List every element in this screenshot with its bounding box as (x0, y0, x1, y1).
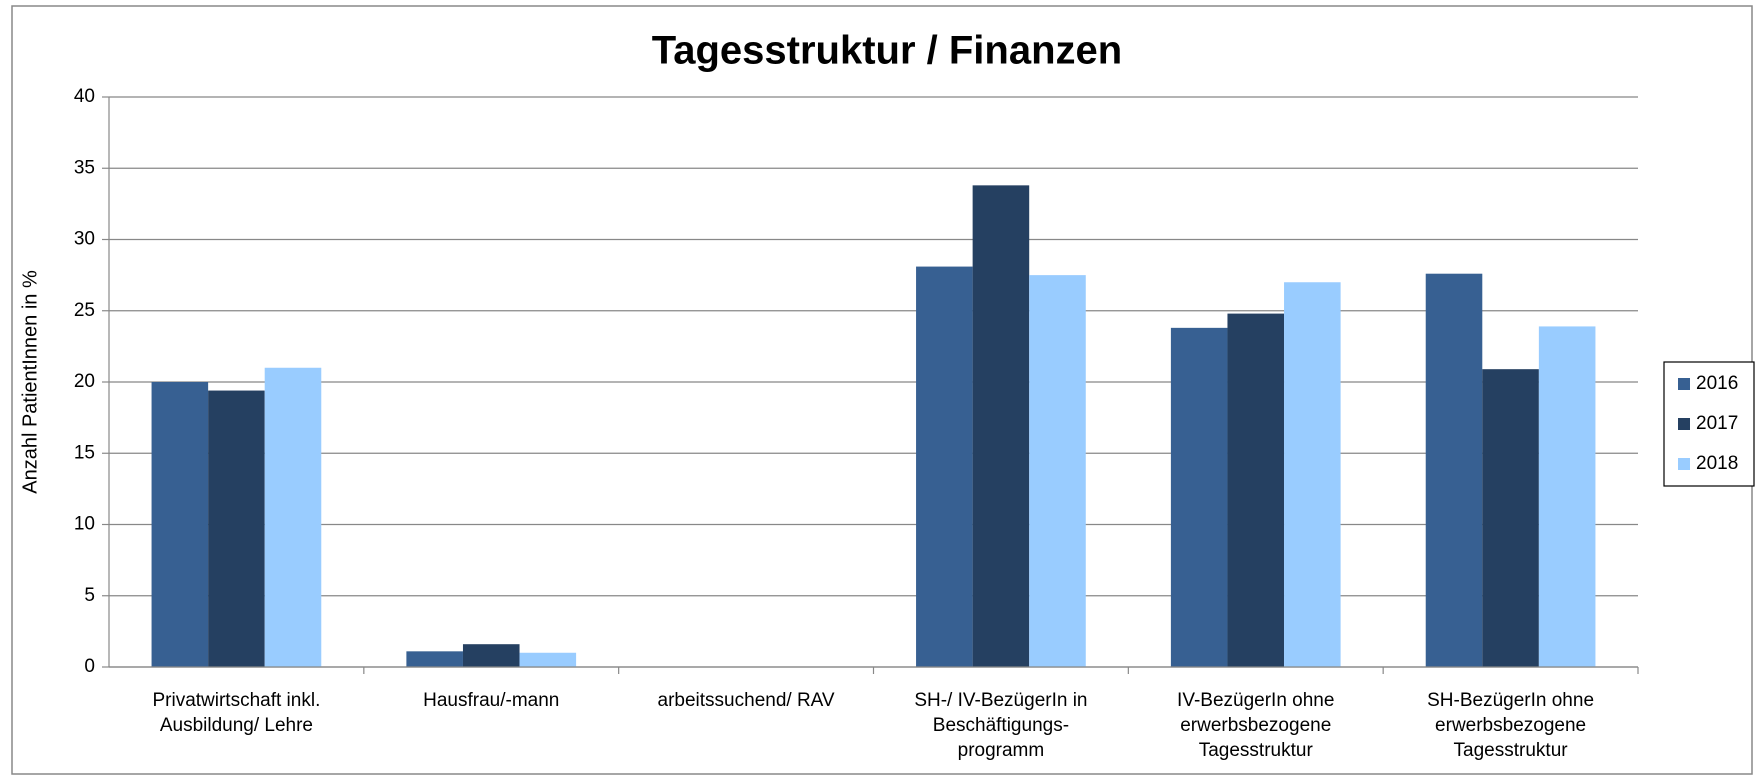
bar (208, 390, 265, 667)
bar (519, 652, 577, 667)
x-tick-label: SH-/ IV-BezügerIn in Beschäftigungs- pro… (914, 690, 1088, 761)
x-tick-label: IV-BezügerIn ohne erwerbsbezogene Tagess… (1177, 690, 1335, 761)
bar (1227, 313, 1285, 667)
chart-title: Tagesstruktur / Finanzen (652, 29, 1122, 73)
y-tick-label: 25 (74, 300, 95, 321)
x-tick-label: Privatwirtschaft inkl. Ausbildung/ Lehre (152, 690, 321, 736)
x-tick-label: arbeitssuchend/ RAV (657, 690, 835, 711)
bar (1482, 369, 1539, 667)
y-tick-label: 30 (74, 229, 95, 250)
x-tick-label: SH-BezügerIn ohne erwerbsbezogene Tagess… (1427, 690, 1595, 761)
bar (1029, 275, 1086, 667)
bar (1284, 282, 1341, 667)
legend-label: 2018 (1696, 453, 1738, 474)
y-tick-label: 35 (74, 157, 95, 178)
legend-label: 2017 (1696, 413, 1738, 434)
y-tick-label: 10 (74, 514, 95, 535)
legend-label: 2016 (1696, 373, 1738, 394)
legend-swatch (1678, 378, 1690, 390)
y-axis-label: Anzahl PatientInnen in % (19, 270, 41, 494)
y-tick-label: 20 (74, 371, 95, 392)
y-tick-label: 40 (74, 86, 95, 107)
legend-swatch (1678, 418, 1690, 430)
bar (972, 185, 1030, 667)
y-tick-label: 5 (84, 585, 95, 606)
bar (1170, 327, 1228, 667)
legend-swatch (1678, 458, 1690, 470)
y-tick-label: 0 (84, 656, 95, 677)
x-tick-label: Hausfrau/-mann (423, 690, 560, 711)
bar (406, 651, 463, 667)
bar (916, 266, 973, 667)
bar (1425, 273, 1483, 667)
bar (1538, 326, 1596, 667)
bar (151, 382, 209, 667)
bar (264, 367, 322, 667)
y-tick-label: 15 (74, 442, 95, 463)
bar (462, 644, 520, 667)
